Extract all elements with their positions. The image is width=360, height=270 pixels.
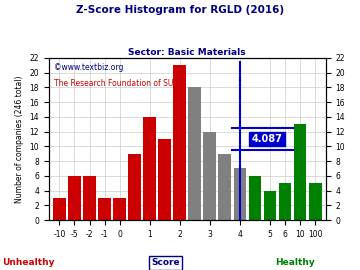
Bar (128, 154, 141, 220)
Text: Unhealthy: Unhealthy (3, 258, 55, 267)
Bar (309, 183, 321, 220)
Bar (279, 183, 292, 220)
Text: Z-Score Histogram for RGLD (2016): Z-Score Histogram for RGLD (2016) (76, 5, 284, 15)
Bar (203, 131, 216, 220)
Title: Sector: Basic Materials: Sector: Basic Materials (129, 48, 246, 57)
Bar (68, 176, 81, 220)
Bar (83, 176, 96, 220)
Text: 4.087: 4.087 (252, 134, 283, 144)
Bar (113, 198, 126, 220)
Text: Healthy: Healthy (275, 258, 315, 267)
Text: Score: Score (151, 258, 180, 267)
Bar (234, 168, 246, 220)
Bar (53, 198, 66, 220)
Bar (158, 139, 171, 220)
Bar (143, 117, 156, 220)
Bar (98, 198, 111, 220)
Bar (248, 176, 261, 220)
Text: ©www.textbiz.org: ©www.textbiz.org (54, 63, 124, 72)
Bar (219, 154, 231, 220)
Bar (174, 65, 186, 220)
Bar (294, 124, 306, 220)
Y-axis label: Number of companies (246 total): Number of companies (246 total) (15, 75, 24, 203)
Text: The Research Foundation of SUNY: The Research Foundation of SUNY (54, 79, 184, 88)
Bar (264, 191, 276, 220)
Bar (188, 87, 201, 220)
